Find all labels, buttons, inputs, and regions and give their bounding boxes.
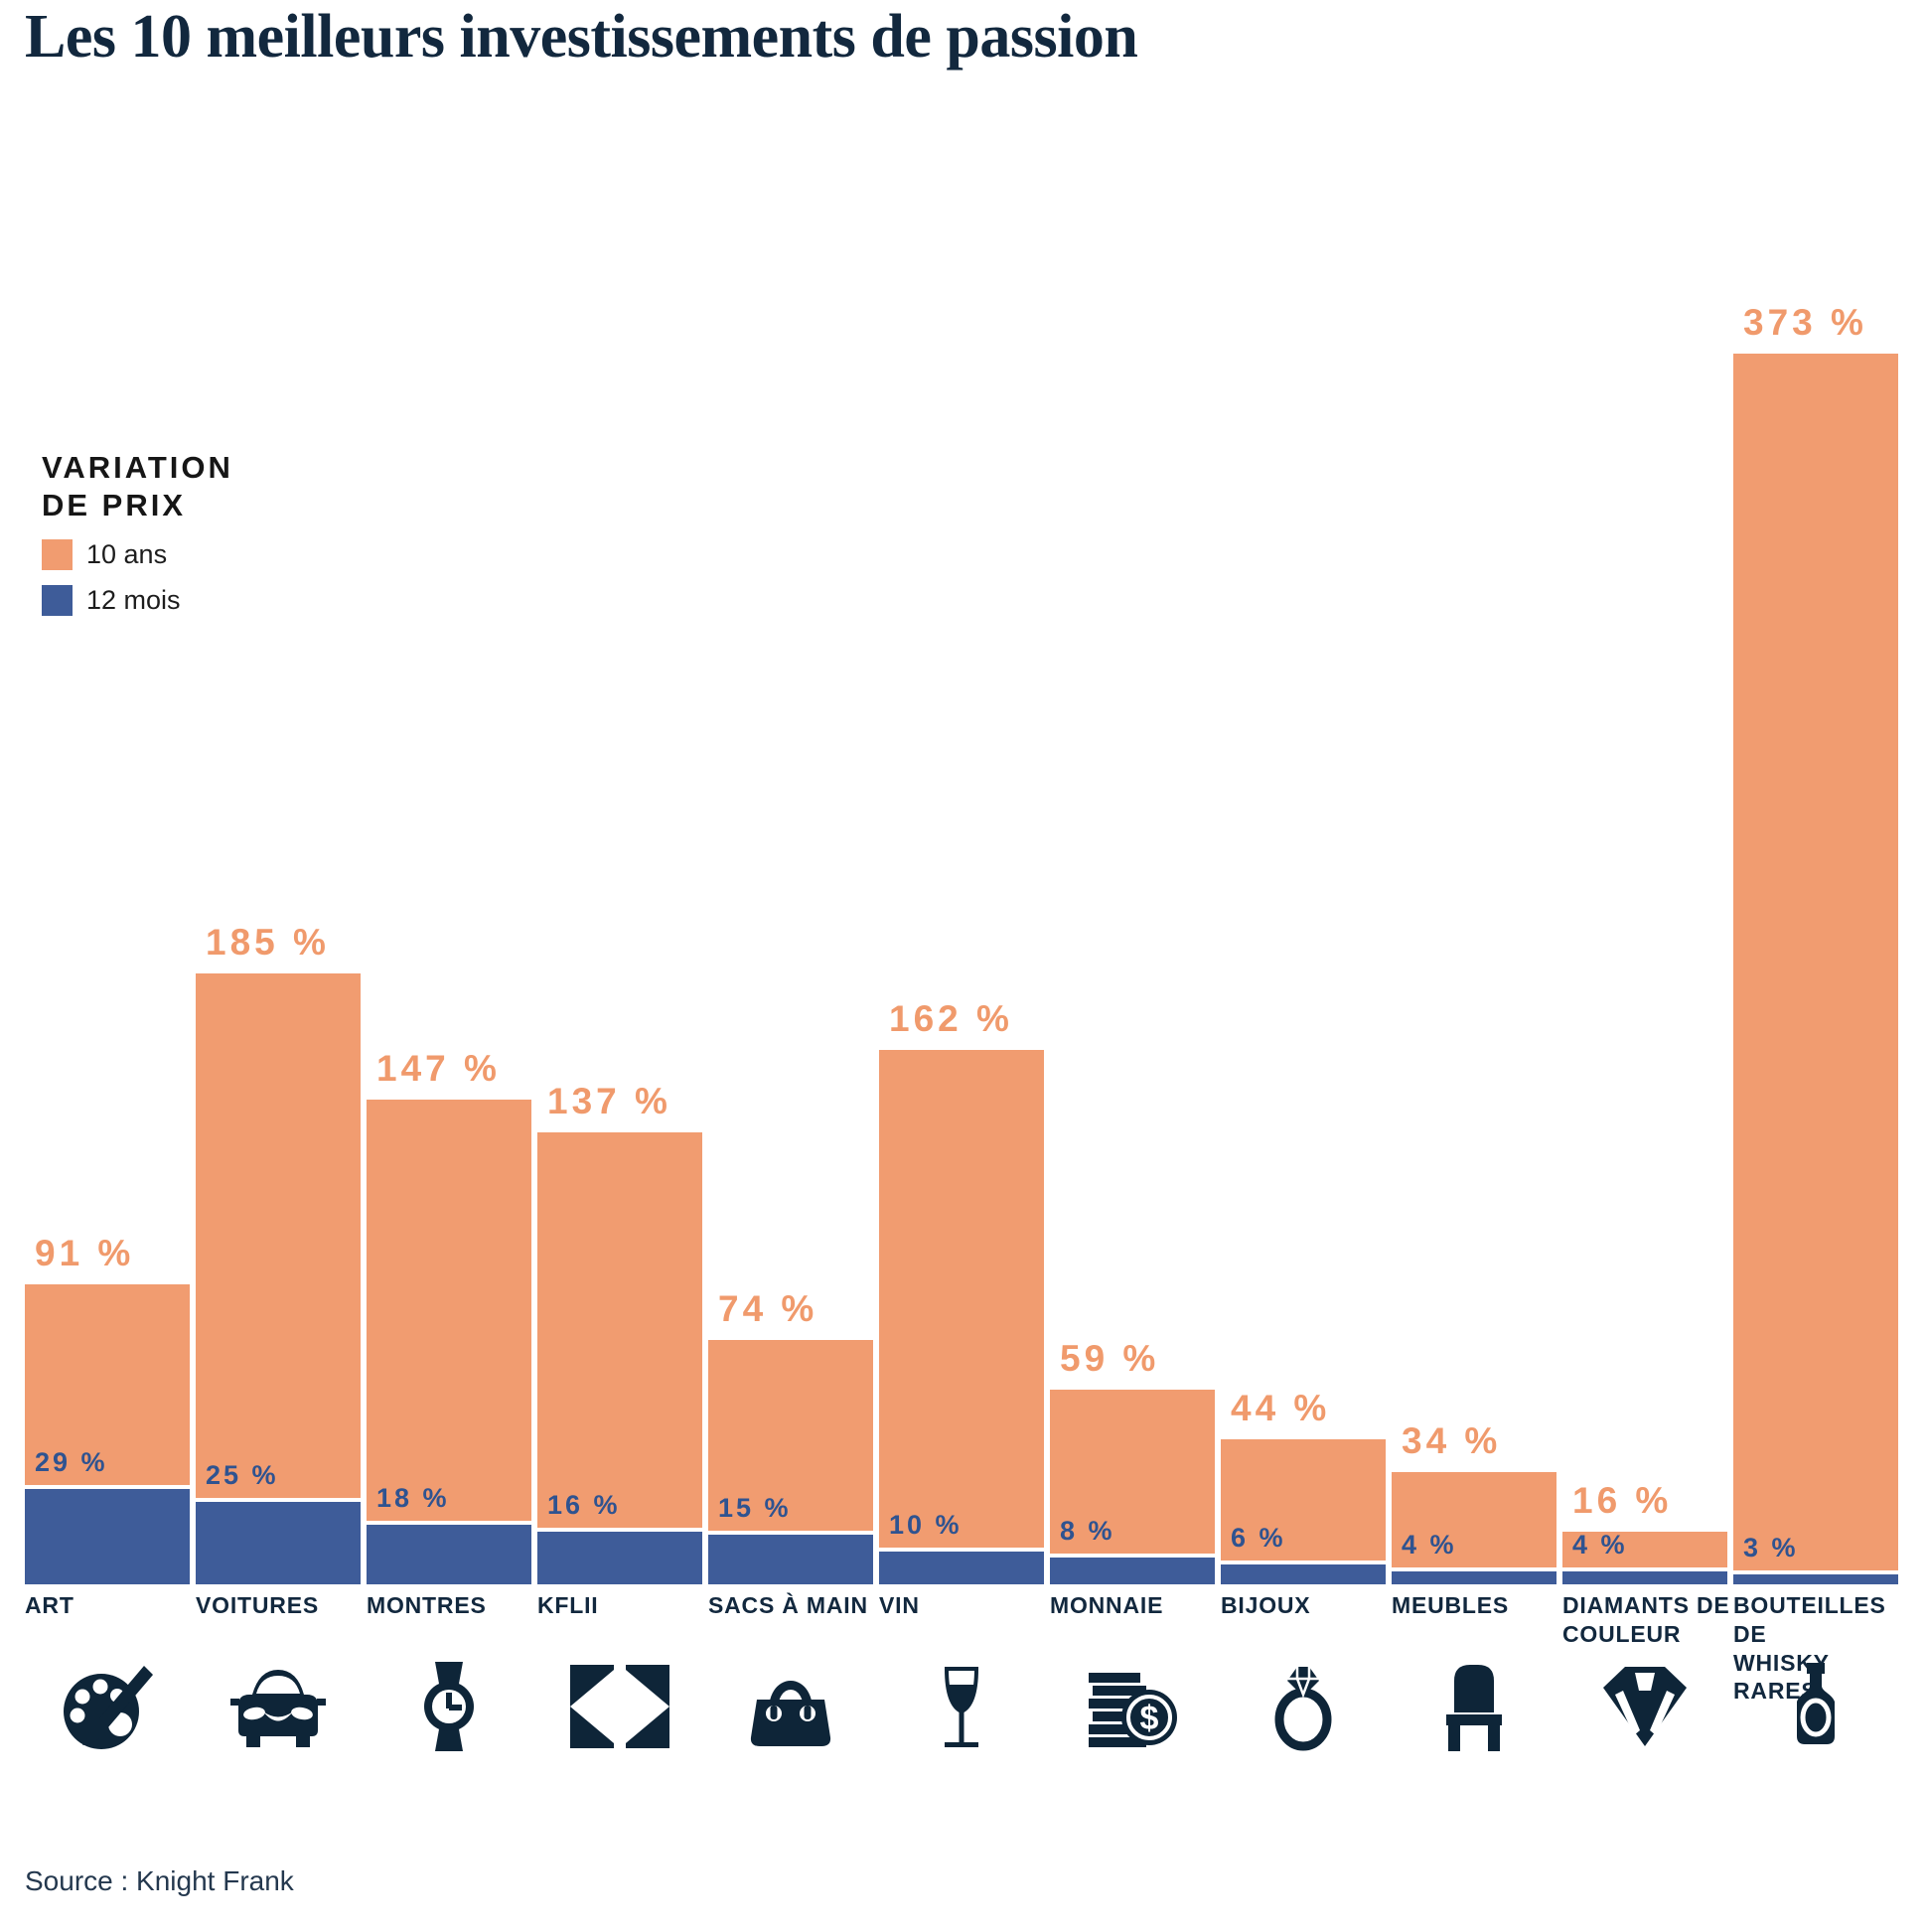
- bar-category-label: SACS À MAIN: [708, 1592, 868, 1618]
- ring-icon: [1274, 1667, 1332, 1751]
- bar-category-label: MONTRES: [367, 1592, 487, 1618]
- bar-10-ans: [196, 973, 361, 1584]
- svg-text:$: $: [1140, 1700, 1159, 1737]
- diamond-icon: [1603, 1667, 1687, 1746]
- bar-10-ans: [367, 1099, 531, 1584]
- bar-10-ans: [1221, 1438, 1386, 1584]
- bar-value-12-mois: 15 %: [718, 1493, 792, 1524]
- watch-icon: [424, 1662, 474, 1751]
- wine-glass-icon: [944, 1667, 979, 1747]
- legend-title-line2: DE PRIX: [42, 487, 187, 522]
- bar-category-label: VIN: [879, 1592, 920, 1618]
- bar-value-12-mois: 3 %: [1743, 1533, 1799, 1563]
- legend-item-10-ans: 10 ans: [42, 538, 233, 570]
- source-note: Source : Knight Frank: [25, 1865, 294, 1896]
- bar-category-label: BOUTEILLES DE WHISKY RARES: [1733, 1592, 1886, 1705]
- bar-12-mois: [1562, 1566, 1727, 1584]
- bar-category-label: KFLII: [537, 1592, 599, 1618]
- bar-value-12-mois: 8 %: [1060, 1516, 1115, 1547]
- legend-item-12-mois: 12 mois: [42, 584, 233, 616]
- bar-value-12-mois: 18 %: [376, 1483, 450, 1514]
- handbag-icon: [750, 1681, 831, 1746]
- bar-value-10-ans: 16 %: [1572, 1479, 1673, 1521]
- bar-value-10-ans: 59 %: [1060, 1338, 1160, 1379]
- bar-12-mois: [708, 1531, 873, 1584]
- bar-value-10-ans: 373 %: [1743, 301, 1867, 343]
- bar-12-mois: [537, 1527, 702, 1584]
- bar-10-ans: [1733, 353, 1898, 1584]
- ring-icon: [1254, 1657, 1353, 1756]
- bar-value-10-ans: 91 %: [35, 1232, 135, 1273]
- bar-value-10-ans: 34 %: [1402, 1420, 1502, 1462]
- bar-category-label: VOITURES: [196, 1592, 319, 1618]
- chair-icon: [1424, 1657, 1524, 1756]
- legend-title-line1: VARIATION: [42, 450, 233, 485]
- bar-value-10-ans: 44 %: [1231, 1387, 1331, 1428]
- bar-value-10-ans: 74 %: [718, 1288, 818, 1330]
- bar-10-ans: [537, 1131, 702, 1584]
- whisky-bottle-icon: [1766, 1657, 1865, 1756]
- bar-value-12-mois: 6 %: [1231, 1523, 1286, 1554]
- bar-12-mois: [196, 1497, 361, 1584]
- legend-swatch-12-mois: [42, 584, 73, 616]
- bar-10-ans: [1392, 1472, 1556, 1584]
- page-title: Les 10 meilleurs investissements de pass…: [25, 3, 1138, 71]
- bar-12-mois: [1392, 1566, 1556, 1584]
- bar-category-label: ART: [25, 1592, 74, 1618]
- bar-12-mois: [25, 1484, 190, 1584]
- chair-icon: [1446, 1665, 1502, 1751]
- wine-glass-icon: [912, 1657, 1011, 1756]
- bar-10-ans: [1050, 1390, 1215, 1584]
- bar-value-12-mois: 25 %: [206, 1459, 279, 1490]
- palette-icon: [64, 1666, 153, 1749]
- bar-10-ans: [879, 1049, 1044, 1584]
- bar-12-mois: [367, 1521, 531, 1584]
- car-icon: [230, 1670, 326, 1747]
- kflii-logo-icon: [570, 1665, 669, 1748]
- bar-value-12-mois: 10 %: [889, 1509, 963, 1540]
- palette-icon: [58, 1657, 157, 1756]
- bar-category-label: DIAMANTS DE COULEUR: [1562, 1592, 1730, 1647]
- bar-category-label: BIJOUX: [1221, 1592, 1311, 1618]
- bar-category-label: MEUBLES: [1392, 1592, 1510, 1618]
- car-icon: [228, 1657, 328, 1756]
- handbag-icon: [741, 1657, 840, 1756]
- bar-12-mois: [879, 1547, 1044, 1584]
- chart-legend: VARIATION DE PRIX 10 ans 12 mois: [42, 449, 233, 616]
- bar-12-mois: [1050, 1554, 1215, 1584]
- bar-value-12-mois: 4 %: [1402, 1529, 1457, 1560]
- bar-value-12-mois: 29 %: [35, 1446, 108, 1477]
- watch-icon: [399, 1657, 499, 1756]
- coins-icon: $: [1089, 1673, 1177, 1747]
- kflii-logo-icon: [570, 1657, 669, 1756]
- bar-value-10-ans: 147 %: [376, 1047, 501, 1089]
- bar-value-10-ans: 185 %: [206, 922, 330, 964]
- bar-category-label: MONNAIE: [1050, 1592, 1164, 1618]
- bar-12-mois: [1733, 1570, 1898, 1584]
- diamond-icon: [1595, 1657, 1695, 1756]
- legend-label-10-ans: 10 ans: [86, 538, 168, 569]
- bar-value-10-ans: 137 %: [547, 1080, 671, 1121]
- legend-label-12-mois: 12 mois: [86, 584, 181, 615]
- whisky-bottle-icon: [1797, 1663, 1835, 1744]
- legend-swatch-10-ans: [42, 538, 73, 570]
- legend-title: VARIATION DE PRIX: [42, 449, 233, 524]
- bar-value-10-ans: 162 %: [889, 997, 1013, 1039]
- bar-value-12-mois: 16 %: [547, 1489, 621, 1520]
- bar-value-12-mois: 4 %: [1572, 1529, 1628, 1560]
- bar-12-mois: [1221, 1560, 1386, 1584]
- coins-icon: $: [1083, 1657, 1182, 1756]
